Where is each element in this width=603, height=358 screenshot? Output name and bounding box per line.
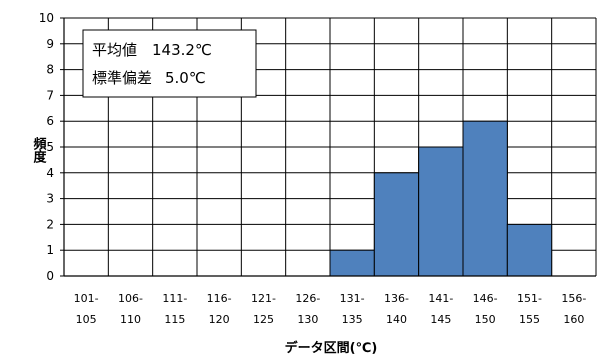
x-tick-label: 145 xyxy=(430,313,451,326)
x-tick-label: 150 xyxy=(475,313,496,326)
bar xyxy=(462,120,508,277)
x-tick-label: 106- xyxy=(118,292,143,305)
stddev-value: 5.0℃ xyxy=(165,69,206,87)
y-tick-label: 8 xyxy=(46,63,54,77)
x-tick-label: 135 xyxy=(342,313,363,326)
y-tick-label: 5 xyxy=(46,140,54,154)
bar xyxy=(329,249,375,277)
y-tick-label: 7 xyxy=(46,88,54,102)
x-tick-label: 126- xyxy=(295,292,320,305)
y-tick-label: 2 xyxy=(46,217,54,231)
bar xyxy=(418,146,464,277)
x-tick-label: 111- xyxy=(162,292,187,305)
x-tick-label: 120 xyxy=(209,313,230,326)
x-tick-label: 136- xyxy=(384,292,409,305)
x-tick-label: 116- xyxy=(207,292,232,305)
x-tick-label: 140 xyxy=(386,313,407,326)
bar xyxy=(506,223,553,277)
x-tick-label: 101- xyxy=(74,292,99,305)
y-tick-label: 3 xyxy=(46,192,54,206)
x-tick-label: 125 xyxy=(253,313,274,326)
x-tick-label: 160 xyxy=(563,313,584,326)
y-tick-label: 4 xyxy=(46,166,54,180)
y-tick-labels: 0 1 2 3 4 5 6 7 8 9 10 xyxy=(39,11,64,283)
x-tick-label: 146- xyxy=(473,292,498,305)
x-tick-label: 151- xyxy=(517,292,542,305)
x-tick-label: 155 xyxy=(519,313,540,326)
x-axis-title: データ区間(℃) xyxy=(285,340,378,356)
mean-label: 平均値 xyxy=(92,41,137,59)
stats-annotation-box xyxy=(82,29,257,98)
x-tick-label: 110 xyxy=(120,313,141,326)
stddev-label: 標準偏差 xyxy=(92,69,152,87)
x-tick-label: 121- xyxy=(251,292,276,305)
bars xyxy=(329,120,553,277)
x-tick-label: 105 xyxy=(76,313,97,326)
y-tick-label: 0 xyxy=(46,269,54,283)
y-axis-title: 頻度 xyxy=(31,136,47,164)
x-tick-label: 141- xyxy=(428,292,453,305)
x-tick-label: 156- xyxy=(561,292,586,305)
x-tick-label: 131- xyxy=(340,292,365,305)
mean-value: 143.2℃ xyxy=(152,41,212,59)
x-tick-label: 115 xyxy=(164,313,185,326)
x-tick-labels: 101- 105 106- 110 111- 115 116- 120 121- 125 126- 1… xyxy=(74,292,587,326)
y-tick-label: 1 xyxy=(46,243,54,257)
stats-annotation: 平均値 143.2℃ 標準偏差 5.0℃ xyxy=(82,29,257,98)
y-tick-label: 10 xyxy=(39,11,54,25)
x-tick-label: 130 xyxy=(297,313,318,326)
y-tick-label: 9 xyxy=(46,37,54,51)
y-tick-label: 6 xyxy=(46,114,54,128)
bar xyxy=(373,172,420,277)
